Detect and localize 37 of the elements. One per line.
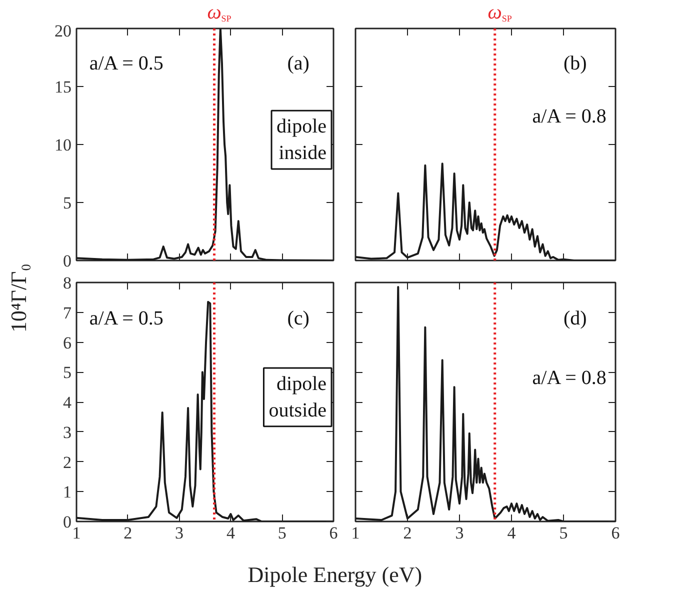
x-tick-label: 2 — [403, 524, 412, 542]
x-tick-label: 6 — [329, 524, 338, 542]
annotation: dipole outside — [268, 373, 327, 422]
y-tick-label: 5 — [63, 194, 72, 212]
y-tick-label: 0 — [63, 252, 72, 270]
y-tick-label: 10 — [54, 136, 72, 154]
x-tick-label: 3 — [175, 524, 184, 542]
y-tick-label: 8 — [63, 274, 72, 292]
y-tick-label: 4 — [63, 393, 72, 412]
y-tick-label: 1 — [63, 482, 72, 502]
annotation: (c) — [287, 307, 310, 330]
annotation: (a) — [287, 52, 310, 74]
x-tick-label: 4 — [226, 524, 236, 542]
y-tick-label: 15 — [54, 78, 72, 96]
y-tick-label: 0 — [63, 512, 72, 532]
y-tick-label: 2 — [63, 452, 72, 472]
annotation: a/A = 0.8 — [532, 106, 606, 128]
x-tick-label: 5 — [559, 524, 568, 542]
x-tick-label: 6 — [611, 524, 620, 542]
annotation: (d) — [564, 307, 587, 330]
annotation: a/A = 0.5 — [89, 52, 164, 74]
x-tick-label: 5 — [278, 524, 286, 542]
y-tick-label: 7 — [63, 303, 72, 322]
annotation: a/A = 0.8 — [532, 367, 606, 390]
annotation: dipole inside — [276, 116, 327, 164]
y-axis-title: 10⁴Γ/Γ₀ — [6, 264, 31, 332]
y-tick-label: 3 — [63, 422, 72, 442]
annotation: (b) — [564, 52, 587, 74]
x-tick-label: 4 — [507, 524, 516, 542]
y-tick-label: 20 — [54, 22, 72, 40]
x-tick-label: 3 — [455, 524, 464, 542]
annotation: a/A = 0.5 — [89, 307, 164, 330]
x-tick-label: 1 — [351, 524, 360, 542]
y-tick-label: 6 — [63, 333, 72, 352]
x-tick-label: 2 — [124, 524, 132, 542]
y-tick-label: 5 — [63, 363, 72, 382]
x-axis-title: Dipole Energy (eV) — [248, 562, 422, 587]
